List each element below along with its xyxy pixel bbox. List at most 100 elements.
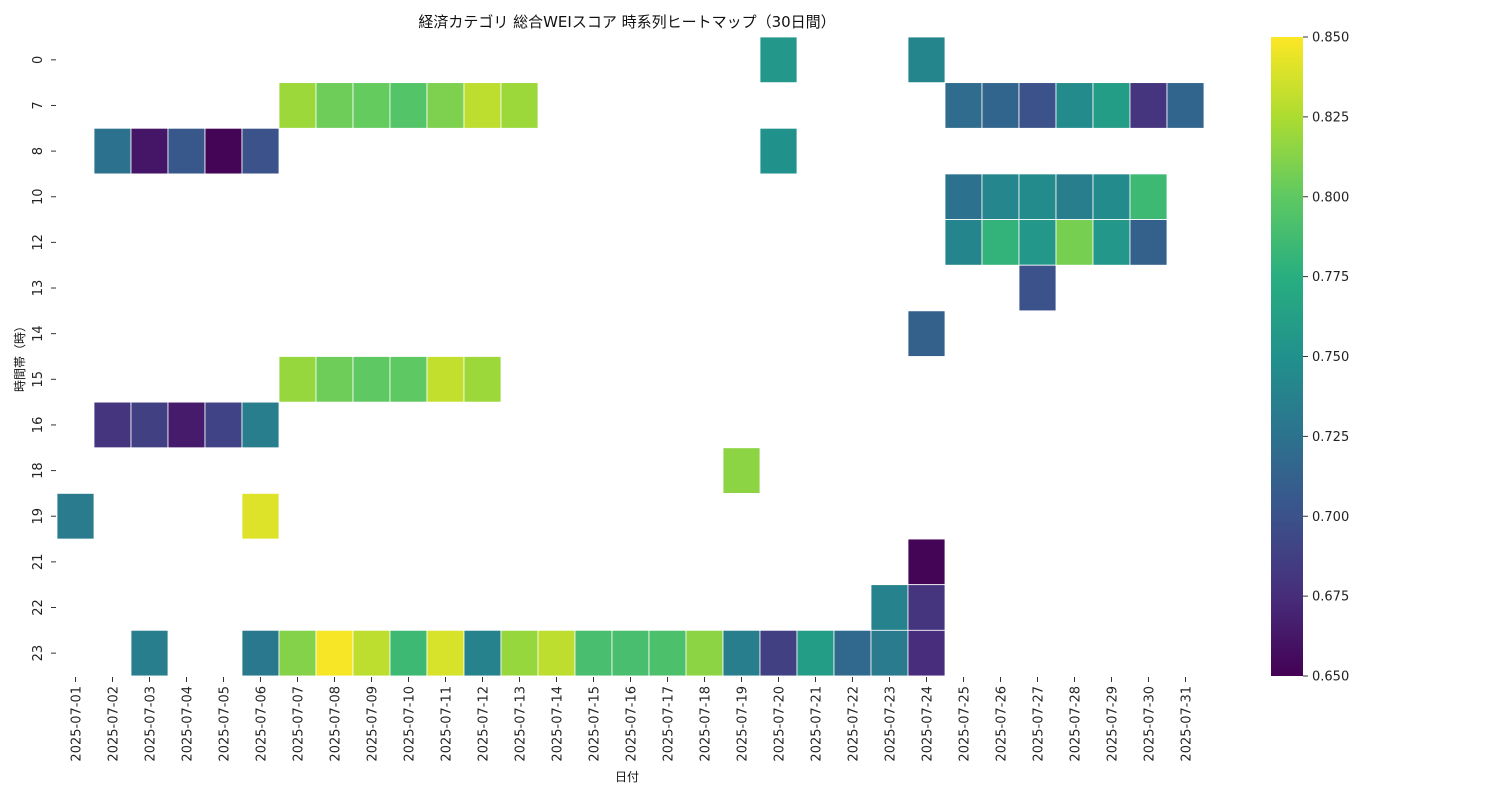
colorbar-tick-label: 0.725 xyxy=(1312,430,1349,445)
y-tick-label: 19 xyxy=(31,508,46,525)
colorbar-tick-label: 0.825 xyxy=(1312,110,1349,125)
x-axis-ticks: 2025-07-01 2025-07-02 2025-07-03 2025-07-04… xyxy=(70,677,1195,762)
colorbar-tick-label: 0.675 xyxy=(1312,590,1349,605)
heatmap-cell xyxy=(241,629,280,677)
y-tick-label: 14 xyxy=(31,325,46,342)
x-tick-label: 2025-07-17 xyxy=(662,686,677,762)
x-tick-label: 2025-07-29 xyxy=(1106,686,1121,762)
x-tick-label: 2025-07-03 xyxy=(144,686,159,762)
heatmap-cell xyxy=(167,127,206,175)
heatmap-cell xyxy=(241,401,280,449)
heatmap-cell xyxy=(1129,173,1168,220)
x-tick-label: 2025-07-30 xyxy=(1143,686,1158,762)
x-tick-label: 2025-07-06 xyxy=(255,686,270,762)
heatmap-cell xyxy=(167,401,206,449)
heatmap-cell xyxy=(130,401,169,449)
heatmap-cell xyxy=(981,173,1020,220)
x-tick-label: 2025-07-15 xyxy=(588,686,603,762)
heatmap-cell xyxy=(796,629,835,677)
heatmap-cell xyxy=(870,584,909,631)
x-tick-label: 2025-07-24 xyxy=(921,686,936,762)
y-tick-label: 22 xyxy=(31,599,46,616)
x-tick-label: 2025-07-09 xyxy=(366,686,381,762)
heatmap-cell xyxy=(907,629,946,677)
heatmap-cell xyxy=(648,629,687,677)
heatmap-cell xyxy=(1092,219,1131,266)
x-tick-label: 2025-07-13 xyxy=(514,686,529,762)
heatmap-cell xyxy=(870,629,909,677)
heatmap-cell xyxy=(426,629,465,677)
x-tick-label: 2025-07-12 xyxy=(477,686,492,762)
heatmap-cell xyxy=(981,82,1020,129)
heatmap-cell xyxy=(1092,82,1131,129)
x-tick-label: 2025-07-22 xyxy=(847,686,862,762)
colorbar-tick-label: 0.650 xyxy=(1312,670,1349,685)
y-tick-label: 23 xyxy=(31,645,46,662)
heatmap-cell xyxy=(463,629,502,677)
heatmap-cell xyxy=(241,492,280,540)
y-tick-label: 15 xyxy=(31,371,46,388)
x-tick-label: 2025-07-05 xyxy=(218,686,233,762)
heatmap-cell xyxy=(722,629,761,677)
heatmap-cell xyxy=(1129,219,1168,266)
heatmap-cell xyxy=(1018,173,1057,220)
heatmap-cell xyxy=(1055,173,1094,220)
heatmap-cell xyxy=(1092,173,1131,220)
heatmap-cell xyxy=(1129,82,1168,129)
heatmap-cell xyxy=(278,629,317,677)
y-tick-label: 21 xyxy=(31,554,46,571)
y-tick-label: 0 xyxy=(31,56,46,64)
heatmap-cell xyxy=(1055,219,1094,266)
heatmap-cell xyxy=(944,82,983,129)
heatmap-cell xyxy=(833,629,872,677)
y-tick-label: 10 xyxy=(31,188,46,205)
x-tick-label: 2025-07-16 xyxy=(625,686,640,762)
heatmap-cell xyxy=(130,127,169,175)
heatmap-cell xyxy=(907,36,946,84)
colorbar xyxy=(1271,37,1303,676)
x-tick-label: 2025-07-11 xyxy=(440,686,455,762)
heatmap-cell xyxy=(204,401,243,449)
x-axis-label: 日付 xyxy=(615,770,639,784)
x-tick-label: 2025-07-02 xyxy=(107,686,122,762)
x-tick-label: 2025-07-26 xyxy=(995,686,1010,762)
heatmap-cell xyxy=(759,127,798,175)
y-axis-ticks: 0 7 8 10 12 13 14 15 16 18 19 21 22 23 xyxy=(31,56,56,662)
y-tick-label: 18 xyxy=(31,462,46,479)
heatmap-cell xyxy=(278,82,317,129)
heatmap-cells xyxy=(56,36,1205,677)
x-tick-label: 2025-07-08 xyxy=(329,686,344,762)
y-tick-label: 12 xyxy=(31,234,46,251)
y-tick-label: 16 xyxy=(31,417,46,434)
x-tick-label: 2025-07-14 xyxy=(551,686,566,762)
heatmap-cell xyxy=(56,492,95,540)
heatmap-cell xyxy=(389,629,428,677)
x-tick-label: 2025-07-23 xyxy=(884,686,899,762)
heatmap-cell xyxy=(130,629,169,677)
heatmap-cell xyxy=(278,356,317,403)
heatmap-cell xyxy=(1055,82,1094,129)
heatmap-cell xyxy=(204,127,243,175)
heatmap-cell xyxy=(352,356,391,403)
heatmap-cell xyxy=(463,356,502,403)
heatmap-cell xyxy=(1018,219,1057,266)
heatmap-cell xyxy=(907,538,946,586)
x-tick-label: 2025-07-31 xyxy=(1180,686,1195,762)
heatmap-cell xyxy=(759,629,798,677)
colorbar-tick-label: 0.750 xyxy=(1312,350,1349,365)
x-tick-label: 2025-07-28 xyxy=(1069,686,1084,762)
heatmap-cell xyxy=(315,82,354,129)
heatmap-cell xyxy=(241,127,280,175)
heatmap-cell xyxy=(352,82,391,129)
x-tick-label: 2025-07-07 xyxy=(292,686,307,762)
x-tick-label: 2025-07-19 xyxy=(736,686,751,762)
x-tick-label: 2025-07-27 xyxy=(1032,686,1047,762)
heatmap-cell xyxy=(93,127,132,175)
x-tick-label: 2025-07-18 xyxy=(699,686,714,762)
y-tick-label: 13 xyxy=(31,280,46,297)
heatmap-cell xyxy=(611,629,650,677)
heatmap-cell xyxy=(907,584,946,631)
x-tick-label: 2025-07-01 xyxy=(70,686,85,762)
x-tick-label: 2025-07-10 xyxy=(403,686,418,762)
